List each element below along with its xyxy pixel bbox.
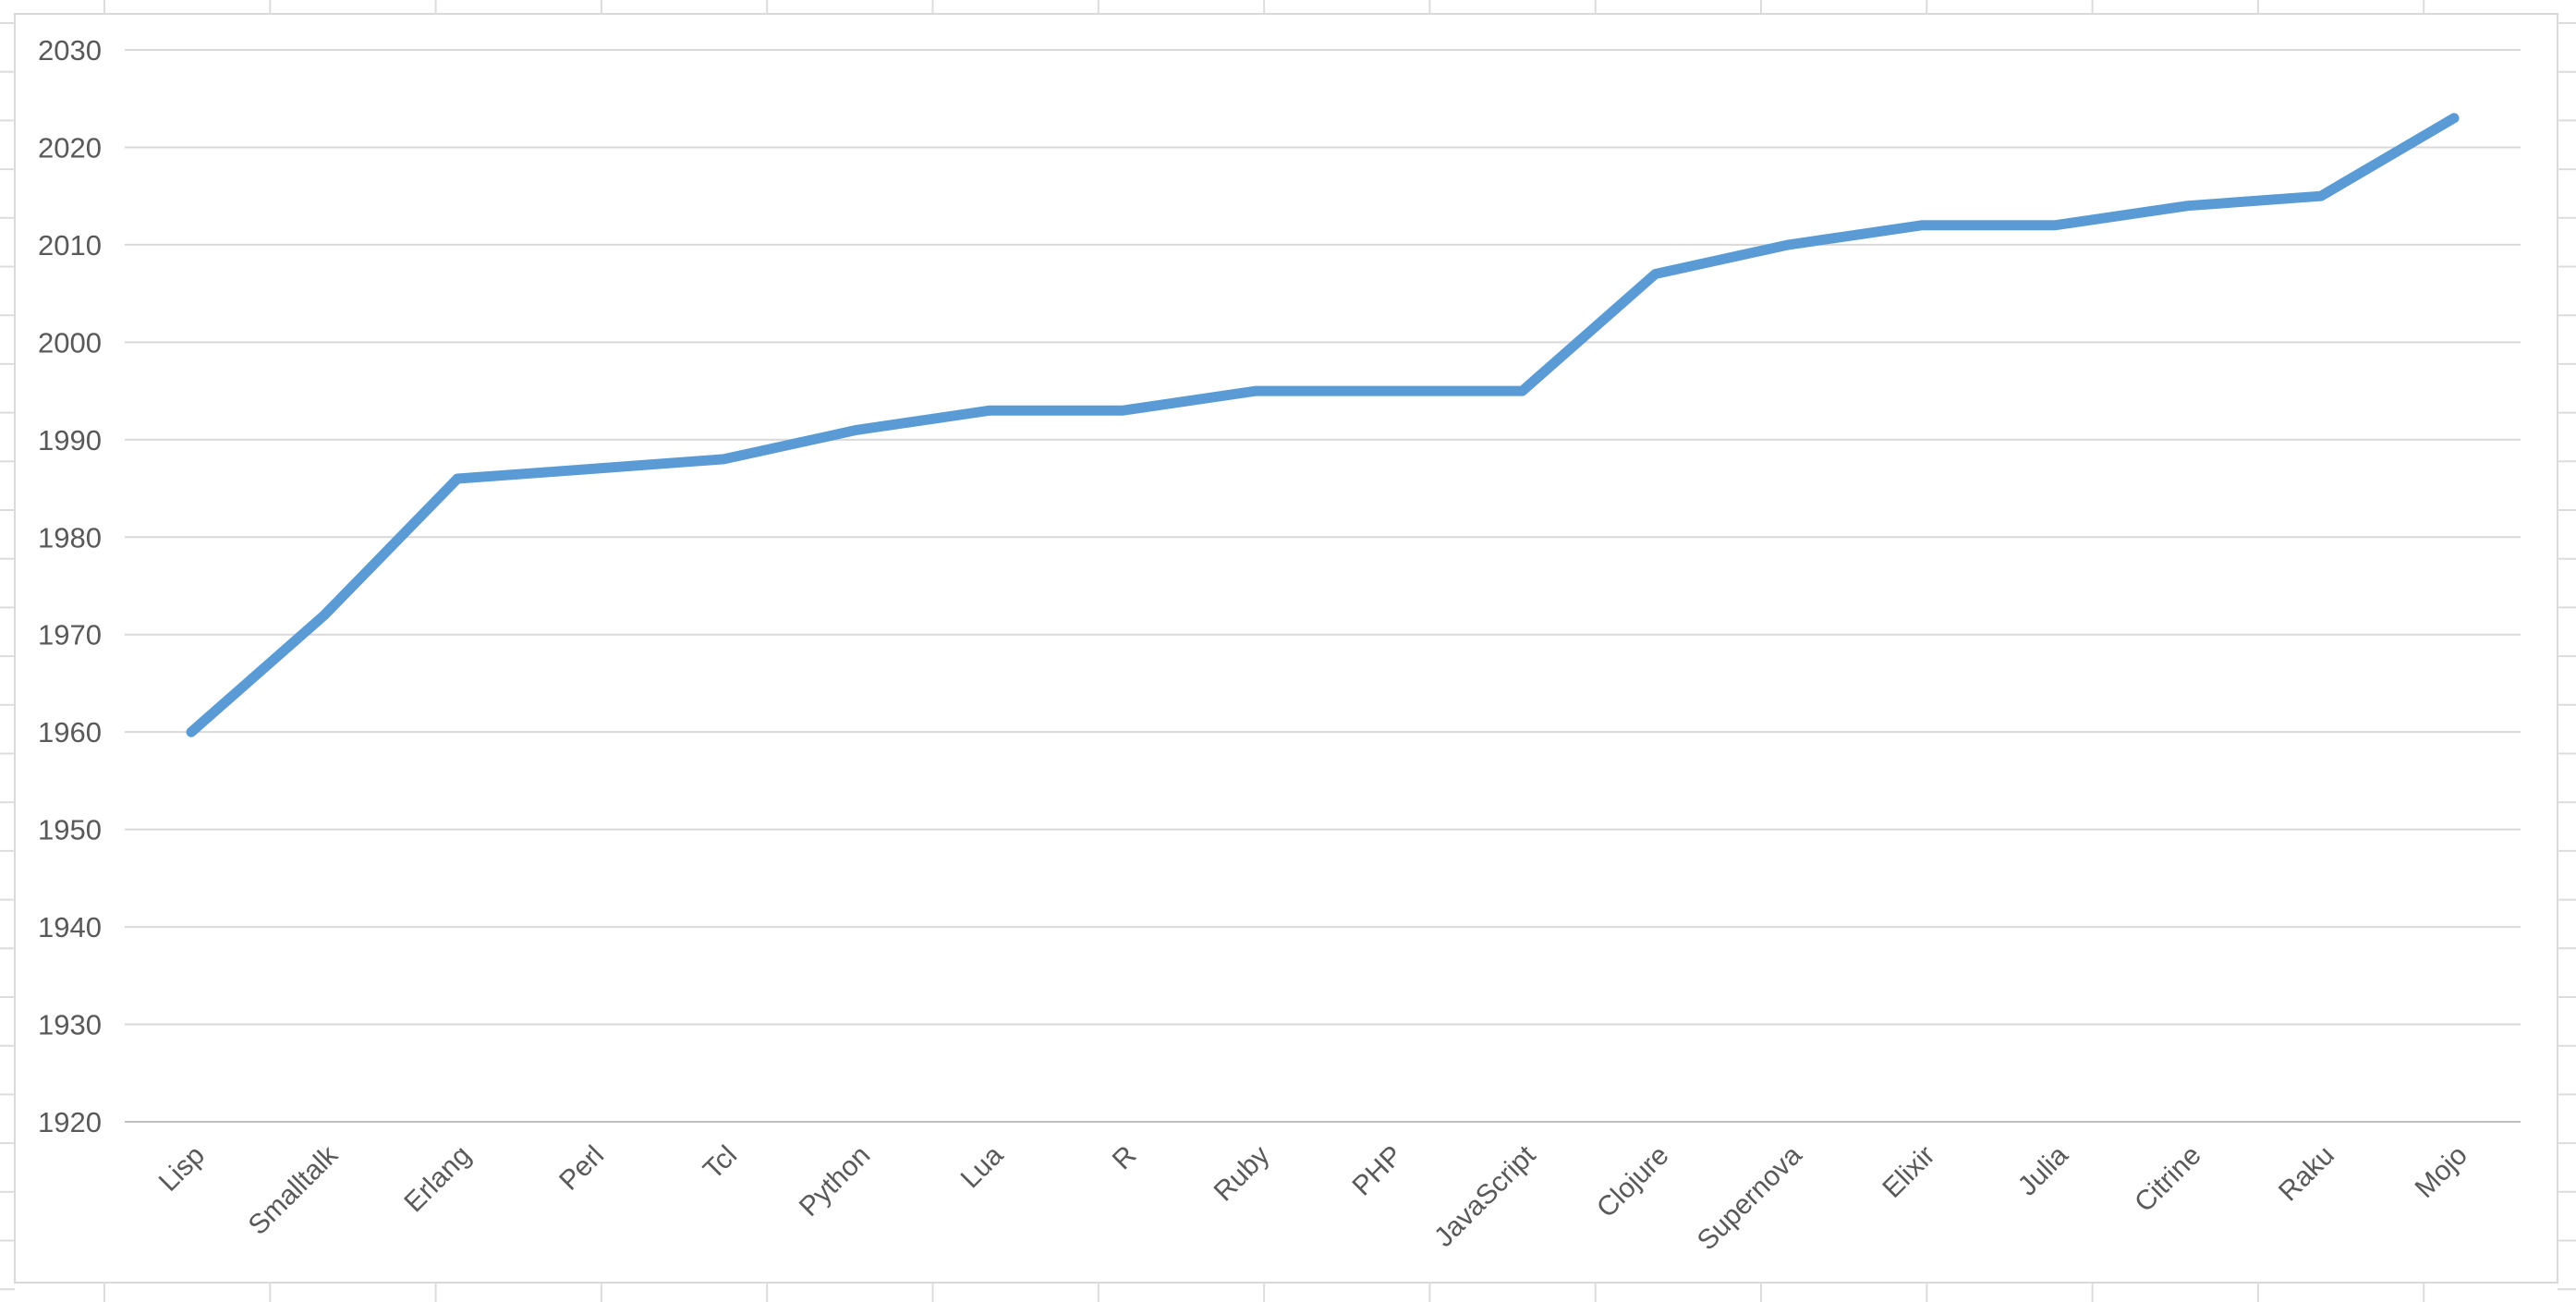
y-axis-tick-label: 1950	[38, 814, 102, 846]
y-axis-tick-label: 2020	[38, 131, 102, 164]
y-axis-tick-label: 1930	[38, 1009, 102, 1041]
y-axis-tick-label: 1970	[38, 619, 102, 651]
y-axis-tick-label: 2030	[38, 34, 102, 67]
y-axis-tick-label: 2010	[38, 229, 102, 262]
y-axis-tick-label: 1920	[38, 1106, 102, 1138]
y-axis-tick-label: 1990	[38, 424, 102, 456]
y-axis-tick-label: 1940	[38, 911, 102, 943]
chart-area-border	[14, 13, 2558, 1284]
y-axis-tick-label: 2000	[38, 326, 102, 359]
y-axis-tick-label: 1980	[38, 521, 102, 554]
y-axis-tick-label: 1960	[38, 716, 102, 748]
series-line-language-year	[186, 113, 2460, 737]
